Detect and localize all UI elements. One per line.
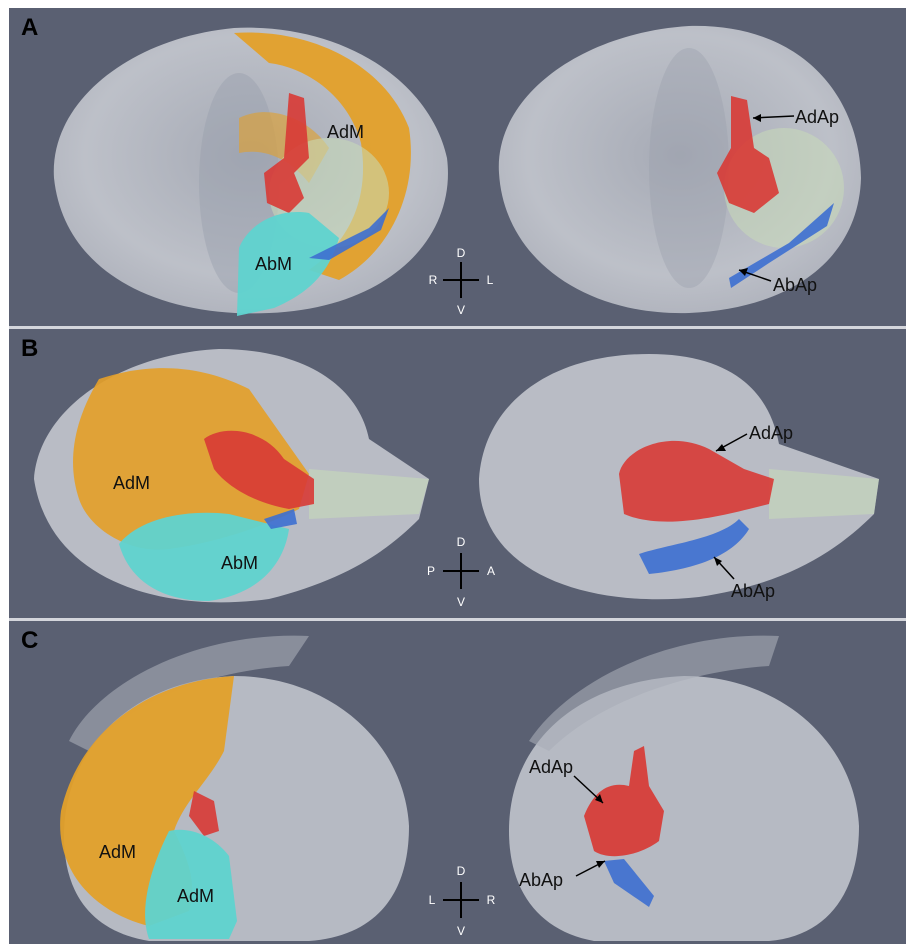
abductor-muscle (145, 829, 237, 939)
panel-c-render: AdM AdM AdAp AbAp D V L R (60, 635, 859, 941)
label-adm-bottom: AdM (177, 886, 214, 906)
panel-letter: B (21, 335, 39, 362)
orientation-compass: D V L R (429, 864, 496, 938)
panel-a: AdM AbM AdAp AbAp D V R L A (9, 8, 906, 326)
label-adap: AdAp (795, 107, 839, 127)
abductor-apodeme-right (729, 203, 834, 288)
abductor-apodeme (309, 208, 389, 260)
abductor-muscle (237, 212, 339, 316)
compass-left: L (429, 893, 436, 907)
label-adap: AdAp (749, 423, 793, 443)
compass-left: R (429, 273, 438, 287)
compass-down: V (457, 595, 465, 609)
compass-right: L (487, 273, 494, 287)
label-abm: AbM (255, 254, 292, 274)
adductor-apodeme (264, 93, 309, 213)
label-adm-top: AdM (99, 842, 136, 862)
shell-right (509, 676, 859, 941)
label-abm: AbM (221, 553, 258, 573)
adductor-apodeme-right (584, 746, 664, 857)
abductor-apodeme-right (639, 519, 749, 574)
panel-a-render: AdM AbM AdAp AbAp D V R L (53, 25, 861, 317)
abductor-muscle (119, 512, 289, 601)
label-abap: AbAp (519, 870, 563, 890)
compass-left: P (427, 564, 435, 578)
label-abap: AbAp (731, 581, 775, 601)
label-abap: AbAp (773, 275, 817, 295)
compass-right: A (487, 564, 495, 578)
divider (9, 618, 906, 621)
divider (9, 326, 906, 329)
adductor-apodeme (204, 430, 314, 509)
compass-up: D (457, 864, 466, 878)
abductor-apodeme-right (604, 859, 654, 907)
label-adm: AdM (113, 473, 150, 493)
compass-down: V (457, 924, 465, 938)
label-adm: AdM (327, 122, 364, 142)
panel-b-render: AdM AbM AdAp AbAp D V P A (34, 349, 879, 609)
label-adap: AdAp (529, 757, 573, 777)
adductor-apodeme-right (717, 96, 779, 213)
adductor-apodeme-right (619, 440, 774, 522)
compass-down: V (457, 303, 465, 317)
orientation-compass: D V P A (427, 535, 495, 609)
adductor-muscle (73, 368, 309, 550)
compass-right: R (487, 893, 496, 907)
panel-letter: A (21, 14, 39, 41)
compass-up: D (457, 246, 466, 260)
compass-up: D (457, 535, 466, 549)
adductor-muscle (60, 676, 235, 926)
panel-b: AdM AbM AdAp AbAp D V P A B (9, 329, 906, 618)
orientation-compass: D V R L (429, 246, 494, 317)
panel-letter: C (21, 627, 39, 654)
panel-c: AdM AdM AdAp AbAp D V L R C (9, 621, 906, 944)
adductor-apodeme (189, 791, 219, 836)
